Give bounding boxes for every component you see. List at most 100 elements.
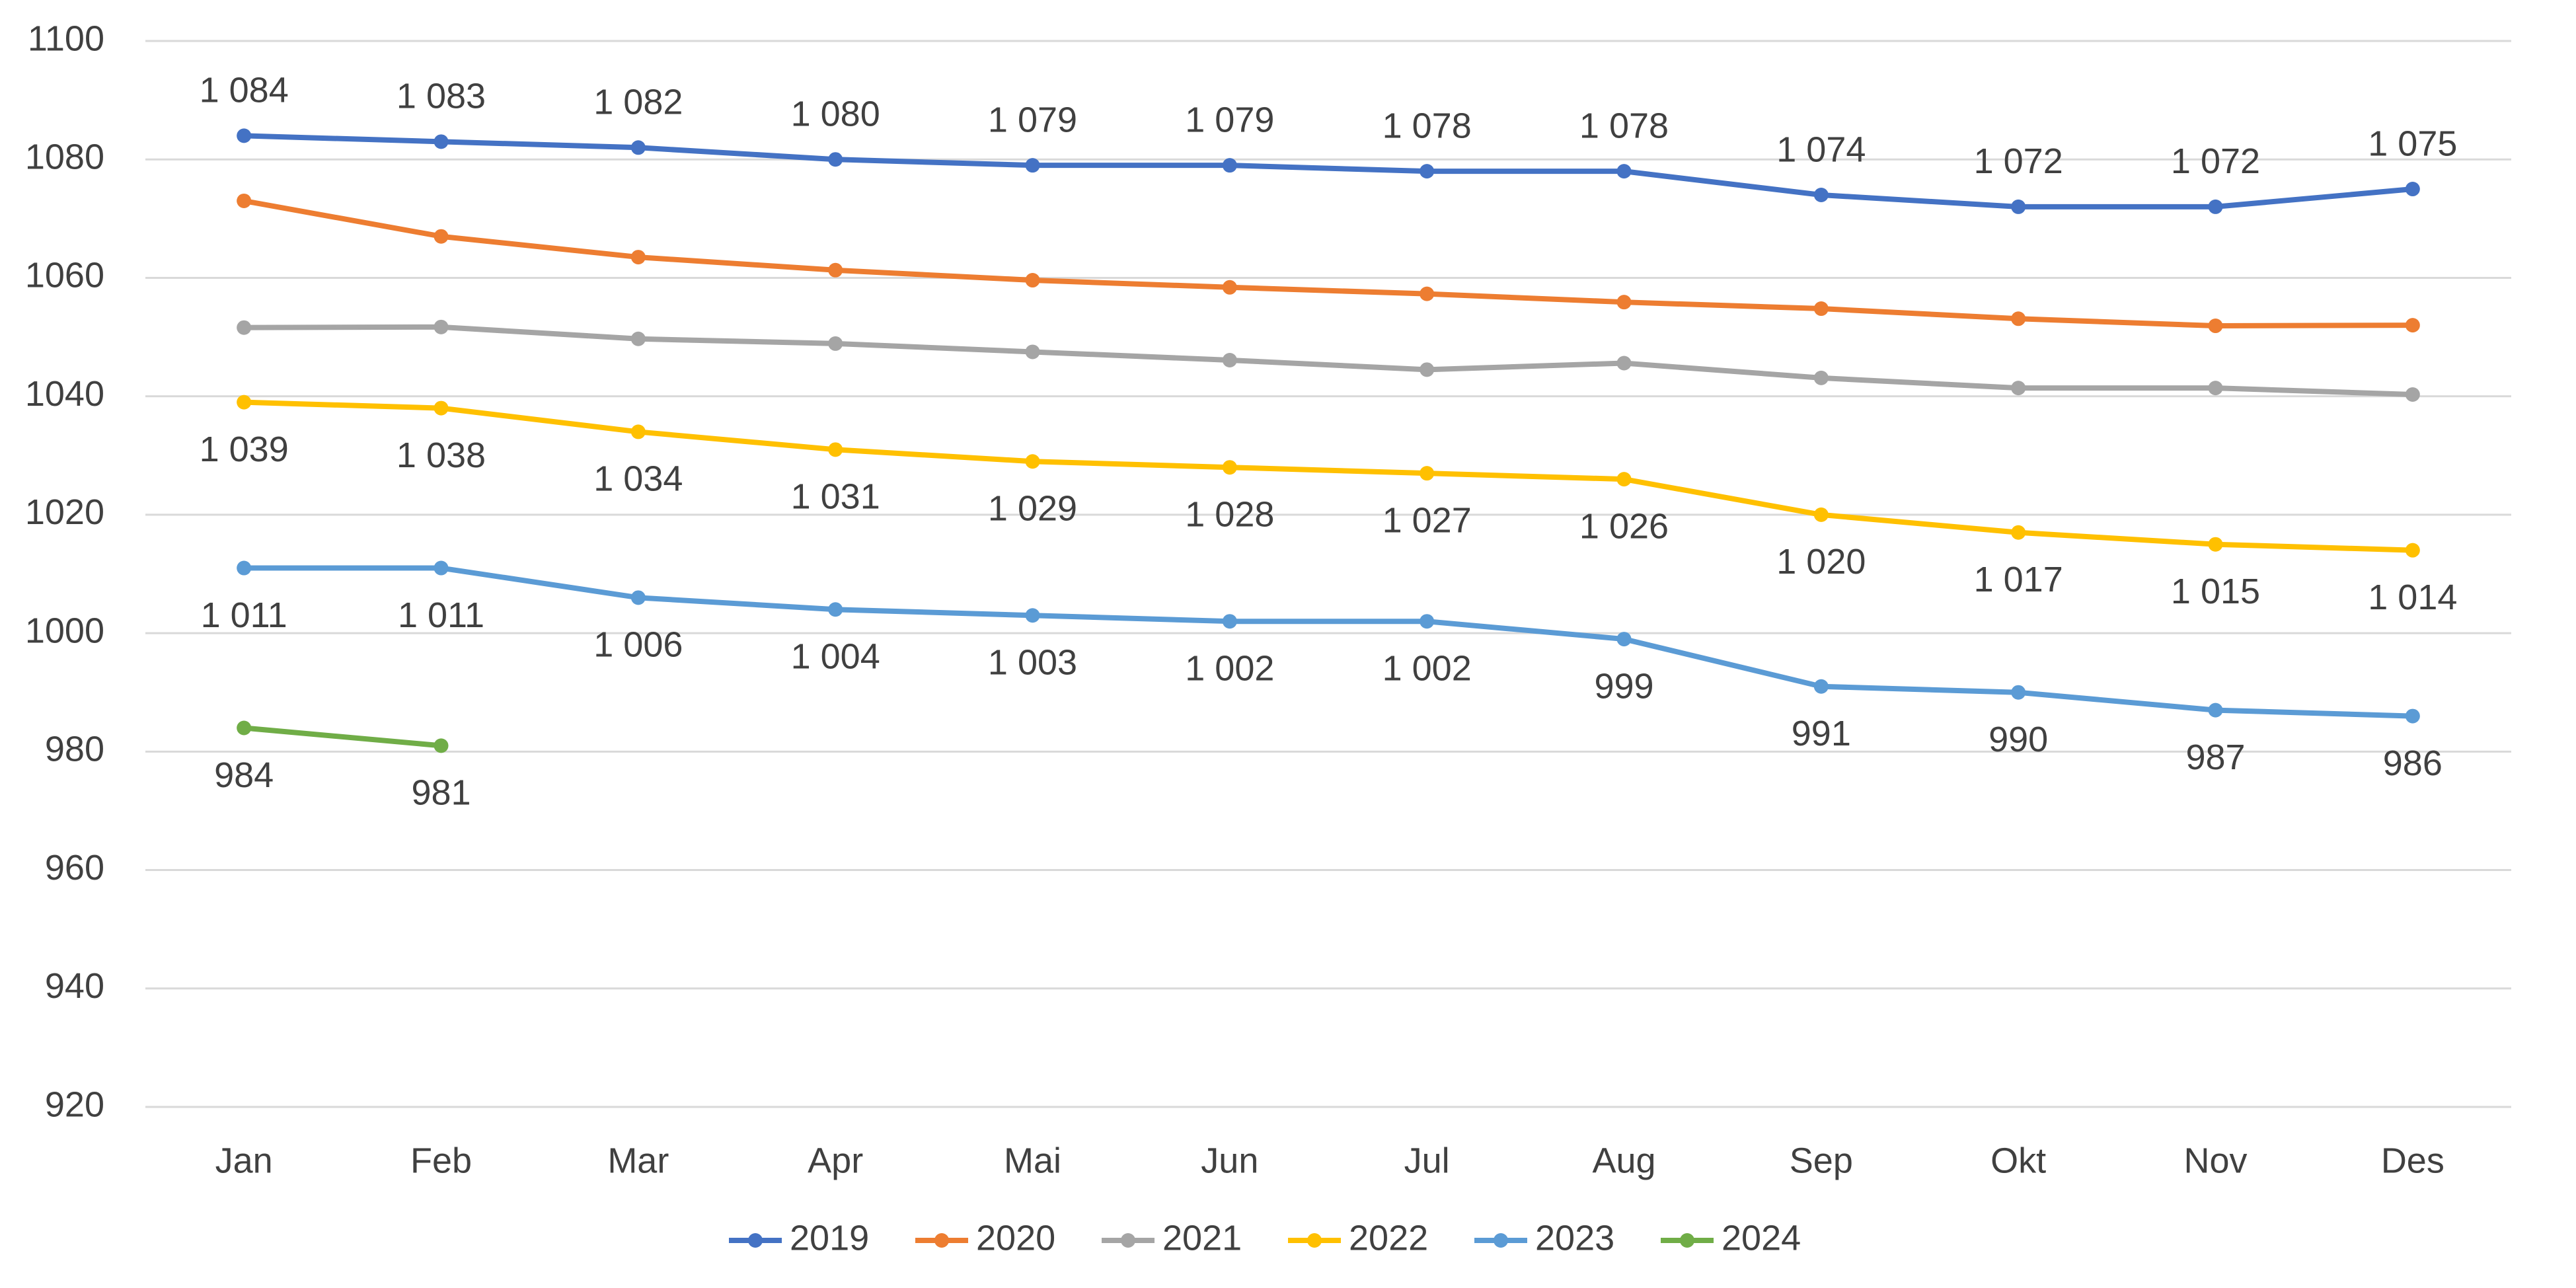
data-point xyxy=(1420,286,1435,301)
data-label: 1 034 xyxy=(593,459,683,499)
data-label: 1 080 xyxy=(791,94,880,133)
data-point xyxy=(2011,199,2026,214)
x-tick-label: Feb xyxy=(410,1141,472,1180)
x-tick-label: Nov xyxy=(2183,1141,2247,1180)
data-point xyxy=(2208,199,2223,214)
data-point xyxy=(630,331,646,346)
data-label: 1 039 xyxy=(200,430,289,469)
data-point xyxy=(237,320,252,335)
data-point xyxy=(1025,344,1040,360)
data-label: 1 002 xyxy=(1185,648,1274,688)
data-point xyxy=(1025,158,1040,173)
data-point xyxy=(434,134,449,149)
data-point xyxy=(2011,525,2026,540)
x-tick-label: Jul xyxy=(1404,1141,1450,1180)
data-label: 1 079 xyxy=(988,100,1077,139)
data-point xyxy=(2405,708,2420,724)
y-tick-label: 1060 xyxy=(25,256,104,295)
data-label: 1 082 xyxy=(593,83,683,122)
data-point xyxy=(1222,460,1237,475)
data-label: 991 xyxy=(1792,714,1851,753)
y-tick-label: 1000 xyxy=(25,611,104,650)
series-line xyxy=(244,324,2413,397)
data-point xyxy=(434,400,449,416)
data-label: 1 078 xyxy=(1383,106,1472,145)
data-label: 1 006 xyxy=(593,625,683,665)
data-label: 1 028 xyxy=(1185,494,1274,534)
y-tick-label: 1020 xyxy=(25,492,104,532)
data-point xyxy=(1420,164,1435,179)
legend-marker xyxy=(1680,1233,1694,1248)
legend-marker xyxy=(934,1233,949,1248)
data-point xyxy=(828,442,843,457)
x-tick-label: Aug xyxy=(1592,1141,1655,1180)
data-point xyxy=(434,319,449,334)
data-point xyxy=(2208,537,2223,552)
data-label: 1 072 xyxy=(1974,141,2063,181)
data-point xyxy=(1813,187,1829,202)
x-tick-label: Apr xyxy=(808,1141,863,1180)
data-point xyxy=(1025,454,1040,469)
legend-label: 2021 xyxy=(1162,1218,1242,1258)
y-tick-label: 1100 xyxy=(28,19,104,58)
data-label: 1 027 xyxy=(1383,500,1472,540)
data-point xyxy=(237,395,252,410)
x-tick-label: Des xyxy=(2381,1141,2444,1180)
data-label: 1 026 xyxy=(1579,506,1669,546)
data-label: 1 014 xyxy=(2368,578,2457,617)
y-tick-label: 920 xyxy=(45,1084,104,1124)
data-point xyxy=(1813,370,1829,385)
data-point xyxy=(434,560,449,576)
data-point xyxy=(1813,507,1829,522)
series-line xyxy=(244,399,2413,553)
data-label: 987 xyxy=(2185,738,2245,777)
data-label: 1 083 xyxy=(397,77,486,116)
y-tick-label: 960 xyxy=(45,848,104,888)
data-point xyxy=(828,336,843,351)
data-label: 1 075 xyxy=(2368,124,2457,163)
data-point xyxy=(1222,353,1237,368)
data-label: 1 004 xyxy=(791,637,880,677)
data-point xyxy=(237,560,252,576)
data-label: 1 084 xyxy=(200,71,289,110)
x-tick-label: Jan xyxy=(215,1141,273,1180)
data-point xyxy=(630,424,646,439)
data-label: 1 029 xyxy=(988,489,1077,529)
data-point xyxy=(1222,158,1237,173)
data-point xyxy=(828,262,843,278)
data-point xyxy=(828,602,843,617)
data-point xyxy=(2011,685,2026,700)
data-label: 1 072 xyxy=(2171,141,2260,181)
x-tick-label: Mai xyxy=(1004,1141,1061,1180)
data-point xyxy=(1420,466,1435,481)
data-point xyxy=(2208,702,2223,718)
legend-marker xyxy=(1307,1233,1322,1248)
data-label: 999 xyxy=(1594,666,1653,706)
data-label: 981 xyxy=(411,773,471,813)
data-label: 1 017 xyxy=(1974,560,2063,599)
data-point xyxy=(1616,295,1632,310)
data-point xyxy=(1420,614,1435,629)
data-point xyxy=(2208,319,2223,334)
data-point xyxy=(1616,632,1632,647)
data-point xyxy=(2011,381,2026,396)
data-label: 1 003 xyxy=(988,642,1077,682)
series-line xyxy=(243,198,2413,329)
data-label: 1 038 xyxy=(397,436,486,475)
data-point xyxy=(1616,164,1632,179)
data-label: 1 079 xyxy=(1185,100,1274,139)
y-tick-label: 980 xyxy=(45,730,104,769)
data-point xyxy=(434,229,449,244)
x-tick-label: Okt xyxy=(1990,1141,2046,1180)
y-tick-label: 1080 xyxy=(25,137,104,176)
y-tick-label: 940 xyxy=(45,966,104,1006)
data-point xyxy=(1616,472,1632,487)
data-point xyxy=(1025,273,1040,288)
data-point xyxy=(630,590,646,605)
data-label: 1 011 xyxy=(201,595,287,635)
legend-marker xyxy=(1121,1233,1135,1248)
data-point xyxy=(1222,614,1237,629)
data-label: 986 xyxy=(2383,743,2443,783)
legend-label: 2024 xyxy=(1722,1218,1801,1258)
data-label: 1 074 xyxy=(1776,130,1866,169)
